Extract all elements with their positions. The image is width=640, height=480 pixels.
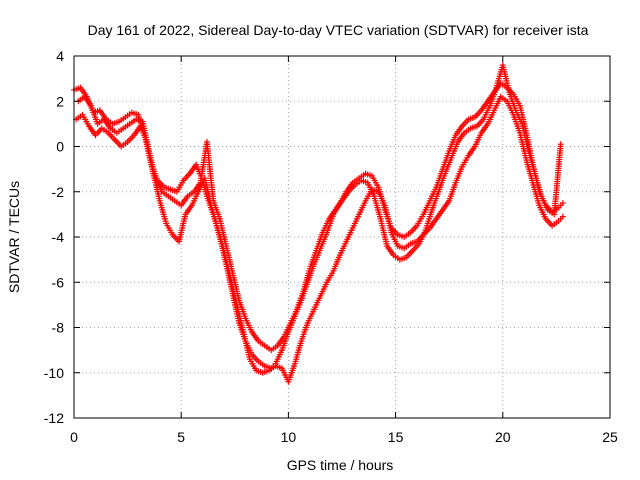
y-tick-label: 4 bbox=[56, 48, 64, 64]
y-tick-label: 2 bbox=[56, 93, 64, 109]
x-tick-label: 20 bbox=[495, 429, 511, 445]
y-axis-label: SDTVAR / TECUs bbox=[6, 181, 22, 293]
data-point bbox=[557, 141, 564, 148]
data-point bbox=[559, 200, 566, 207]
y-tick-label: -8 bbox=[52, 320, 65, 336]
x-tick-label: 10 bbox=[281, 429, 297, 445]
x-tick-label: 25 bbox=[602, 429, 618, 445]
y-tick-label: -6 bbox=[52, 274, 65, 290]
y-tick-label: -2 bbox=[52, 184, 65, 200]
x-axis-label: GPS time / hours bbox=[287, 457, 394, 473]
x-tick-label: 5 bbox=[177, 429, 185, 445]
series-track-c bbox=[75, 62, 564, 354]
y-tick-label: -4 bbox=[52, 229, 65, 245]
y-tick-label: -12 bbox=[44, 410, 64, 426]
grid-layer bbox=[74, 56, 610, 418]
y-tick-label: -10 bbox=[44, 365, 64, 381]
axis-layer: 0 5 10 15 20 25 -12 -10 -8 -6 -4 -2 0 2 4 bbox=[44, 48, 618, 445]
marks-layer bbox=[71, 62, 566, 385]
data-point bbox=[559, 213, 566, 220]
chart-title: Day 161 of 2022, Sidereal Day-to-day VTE… bbox=[88, 22, 589, 38]
x-tick-label: 0 bbox=[70, 429, 78, 445]
y-tick-label: 0 bbox=[56, 139, 64, 155]
x-tick-label: 15 bbox=[388, 429, 404, 445]
